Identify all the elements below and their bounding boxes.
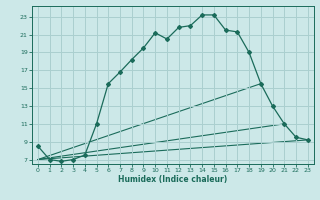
X-axis label: Humidex (Indice chaleur): Humidex (Indice chaleur) (118, 175, 228, 184)
